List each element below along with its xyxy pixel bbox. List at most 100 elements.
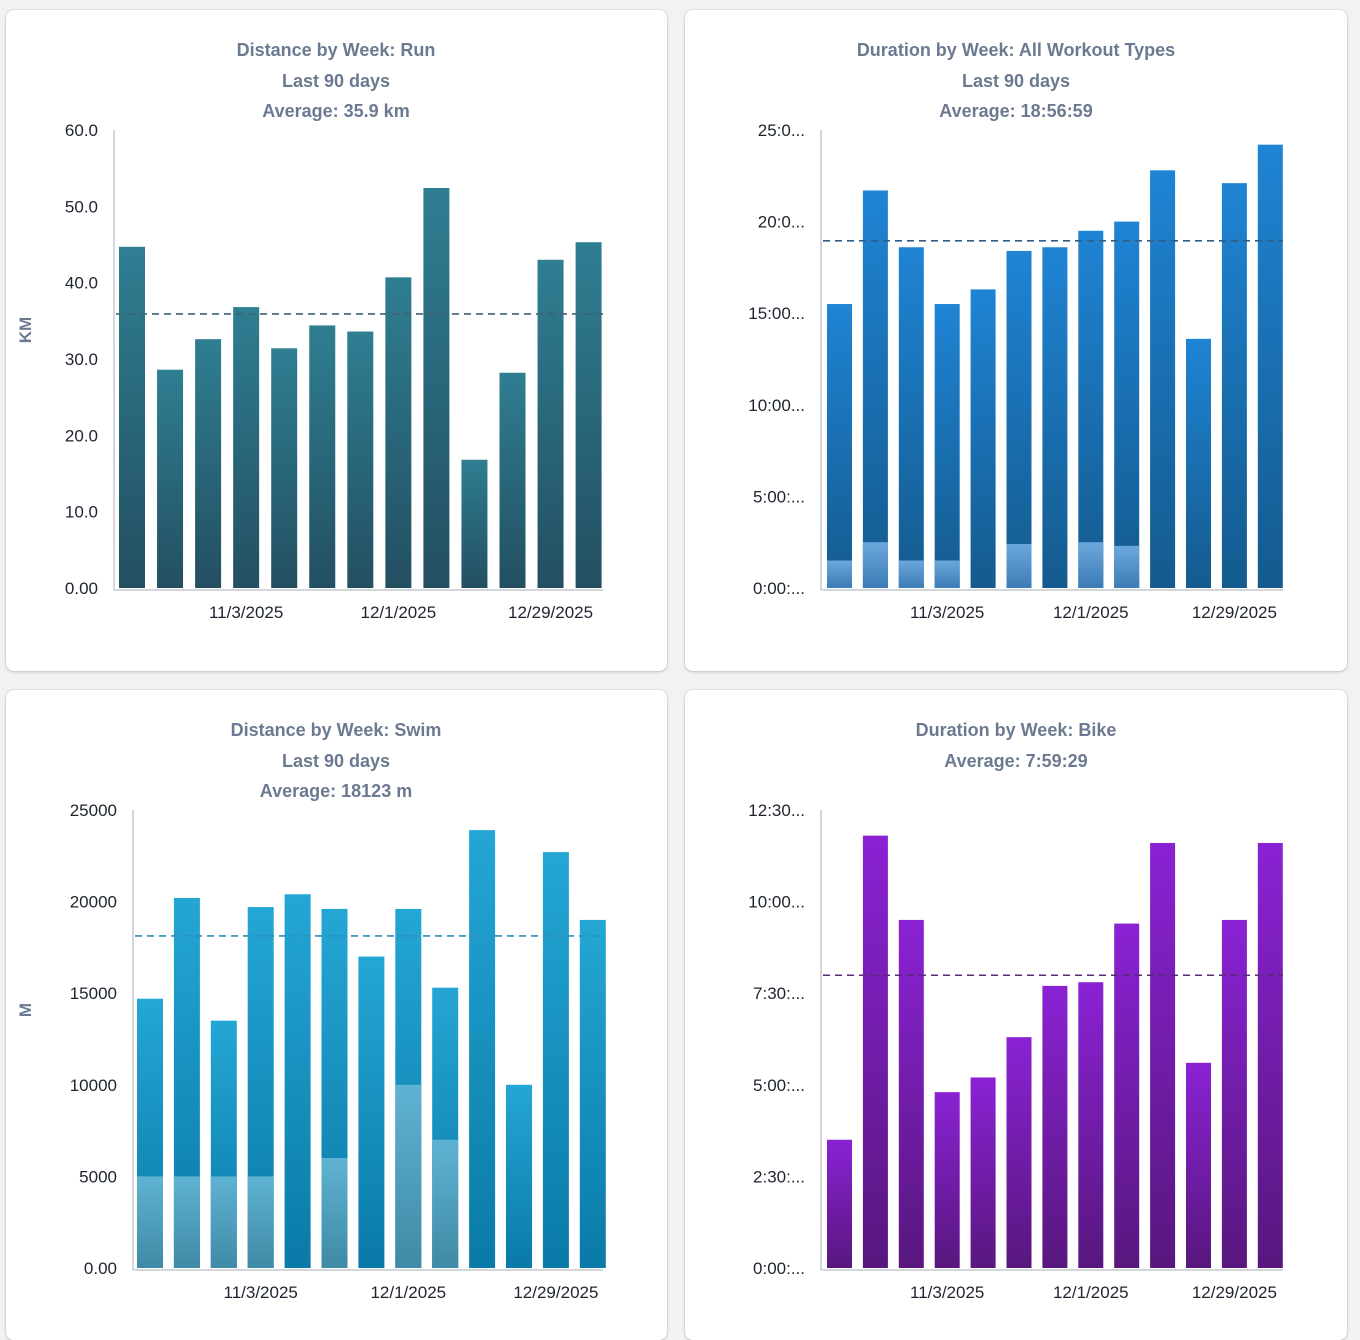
bar-secondary[interactable] (321, 1158, 348, 1268)
bar-total[interactable] (309, 325, 336, 588)
bar-total[interactable] (537, 259, 564, 588)
bar-secondary[interactable] (395, 1084, 422, 1268)
y-tick-label: 5000 (79, 1167, 117, 1186)
chart-card-bike: Duration by Week: Bike Average: 7:59:29 0:… (685, 690, 1347, 1340)
y-tick-label: 0:00:... (753, 579, 805, 598)
y-tick-label: 5:00:... (753, 1076, 805, 1095)
y-tick-label: 30.0 (65, 350, 98, 369)
y-tick-label: 10000 (70, 1076, 117, 1095)
x-tick-label: 12/1/2025 (1053, 1283, 1129, 1302)
bar-total[interactable] (1078, 230, 1104, 588)
x-tick-label: 11/3/2025 (224, 1283, 298, 1302)
bar-total[interactable] (1257, 842, 1283, 1268)
y-tick-label: 10.0 (65, 503, 98, 522)
chart-card-swim: Distance by Week: Swim Last 90 days Averag… (6, 690, 667, 1340)
bar-total[interactable] (1006, 1037, 1032, 1268)
y-tick-label: 10:00... (748, 893, 805, 912)
bar-total[interactable] (934, 1092, 960, 1268)
bar-total[interactable] (1006, 250, 1032, 589)
bar-secondary[interactable] (1114, 545, 1140, 588)
y-tick-label: 7:30:... (753, 984, 805, 1003)
x-tick-label: 12/29/2025 (1192, 1283, 1277, 1302)
bar-secondary[interactable] (898, 560, 924, 588)
chart-title-line: Average: 18:56:59 (939, 101, 1092, 121)
chart-title-line: Average: 7:59:29 (944, 751, 1087, 771)
bar-total[interactable] (119, 246, 145, 589)
bar-total[interactable] (970, 289, 996, 588)
bar-total[interactable] (461, 459, 488, 588)
bar-total[interactable] (195, 339, 222, 588)
x-tick-label: 12/1/2025 (361, 603, 437, 622)
bar-total[interactable] (1186, 338, 1211, 588)
y-tick-label: 5:00:... (753, 487, 805, 506)
bar-total[interactable] (1186, 1062, 1211, 1268)
bar-total[interactable] (1221, 919, 1247, 1268)
bar-total[interactable] (827, 1139, 852, 1268)
chart-card-run: Distance by Week: Run Last 90 days Average… (6, 10, 667, 671)
y-tick-label: 12:30... (748, 801, 805, 820)
chart-title-line: Duration by Week: Bike (916, 720, 1117, 740)
y-axis-label: KM (16, 317, 35, 343)
bar-total[interactable] (898, 919, 924, 1268)
chart-title-line: Average: 18123 m (260, 781, 412, 801)
bar-total[interactable] (1150, 170, 1176, 588)
bar-total[interactable] (271, 348, 298, 588)
y-tick-label: 20000 (70, 893, 117, 912)
bar-total[interactable] (1114, 923, 1140, 1268)
bar-total[interactable] (1078, 982, 1104, 1268)
bar-secondary[interactable] (862, 542, 888, 588)
bar-total[interactable] (575, 242, 602, 588)
bar-total[interactable] (1257, 144, 1283, 588)
x-tick-label: 12/29/2025 (508, 603, 593, 622)
chart-title-line: Average: 35.9 km (262, 101, 409, 121)
bar-total[interactable] (898, 247, 924, 589)
bar-total[interactable] (157, 369, 184, 588)
bar-total[interactable] (862, 835, 888, 1268)
chart-bike: Duration by Week: Bike Average: 7:59:29 0:… (748, 720, 1283, 1302)
bar-total[interactable] (934, 304, 960, 588)
bar-total[interactable] (358, 956, 385, 1268)
x-tick-label: 12/29/2025 (513, 1283, 598, 1302)
y-tick-label: 50.0 (65, 197, 98, 216)
chart-title-line: Last 90 days (282, 71, 390, 91)
bar-total[interactable] (1221, 183, 1247, 589)
bar-secondary[interactable] (137, 1176, 163, 1268)
bar-secondary[interactable] (934, 560, 960, 588)
bar-total[interactable] (499, 372, 526, 588)
y-tick-label: 15000 (70, 984, 117, 1003)
bar-total[interactable] (1042, 247, 1068, 589)
chart-all-workouts: Duration by Week: All Workout Types Last … (748, 40, 1283, 622)
bar-secondary[interactable] (1006, 544, 1032, 588)
y-tick-label: 2:30:... (753, 1167, 805, 1186)
bar-total[interactable] (469, 830, 496, 1268)
chart-run: Distance by Week: Run Last 90 days Average… (16, 40, 603, 622)
bar-total[interactable] (1114, 221, 1140, 588)
y-tick-label: 15:00... (748, 304, 805, 323)
chart-title-line: Duration by Week: All Workout Types (857, 40, 1175, 60)
bar-secondary[interactable] (210, 1176, 237, 1268)
bar-total[interactable] (862, 190, 888, 588)
x-tick-label: 12/1/2025 (370, 1283, 446, 1302)
bar-total[interactable] (827, 304, 852, 588)
chart-title-line: Last 90 days (282, 751, 390, 771)
bar-secondary[interactable] (827, 560, 852, 588)
bar-total[interactable] (970, 1077, 996, 1268)
bar-total[interactable] (233, 307, 260, 588)
bar-secondary[interactable] (1078, 542, 1104, 588)
bar-total[interactable] (579, 919, 606, 1268)
bar-secondary[interactable] (173, 1176, 200, 1268)
y-tick-label: 40.0 (65, 274, 98, 293)
bar-secondary[interactable] (432, 1139, 459, 1268)
bar-total[interactable] (423, 188, 450, 588)
bar-total[interactable] (542, 852, 569, 1268)
x-tick-label: 12/1/2025 (1053, 603, 1129, 622)
bar-total[interactable] (1150, 842, 1176, 1268)
bar-total[interactable] (347, 331, 374, 588)
y-tick-label: 0.00 (65, 579, 98, 598)
bar-total[interactable] (506, 1084, 532, 1268)
bar-secondary[interactable] (247, 1176, 274, 1268)
bar-total[interactable] (284, 894, 311, 1268)
bar-total[interactable] (385, 277, 412, 588)
bar-total[interactable] (1042, 985, 1068, 1268)
y-tick-label: 10:00... (748, 396, 805, 415)
